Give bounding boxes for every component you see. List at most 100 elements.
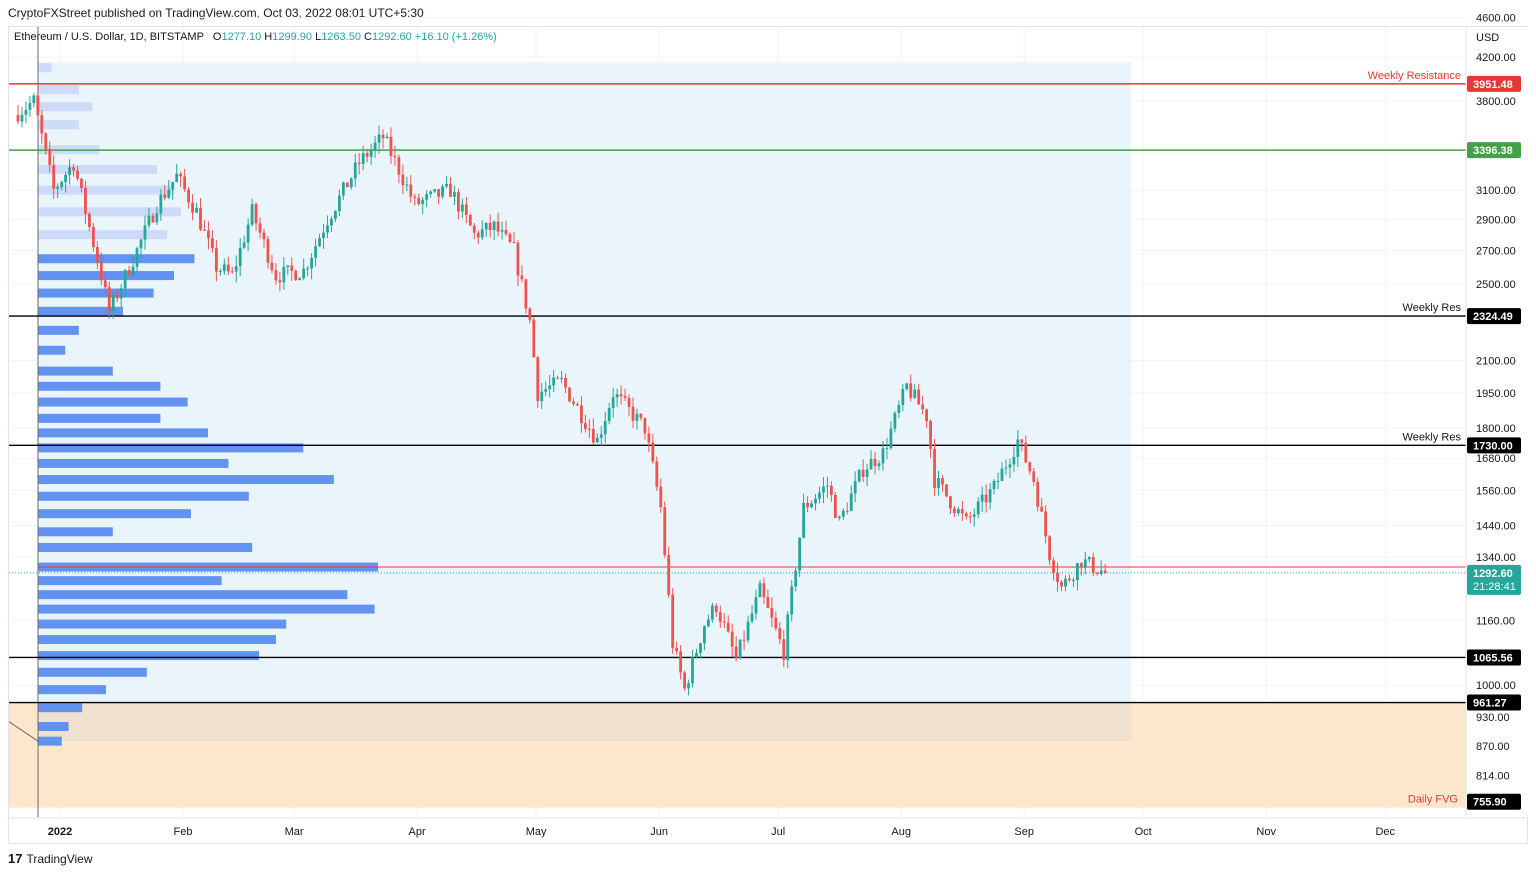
vp-bar (38, 527, 113, 537)
candle-body (532, 319, 536, 358)
price-tick-label: 1000.00 (1476, 680, 1516, 692)
candle-body (536, 357, 540, 402)
time-tick-label: Sep (1014, 826, 1034, 838)
candle-body (651, 442, 655, 462)
vp-bar (38, 604, 375, 614)
candle-body (262, 232, 266, 240)
candle-body (131, 266, 135, 276)
candle-body (1083, 559, 1087, 568)
candle-body (683, 672, 686, 689)
candle-body (56, 186, 60, 189)
candle-body (956, 509, 960, 514)
vp-bar (38, 288, 154, 298)
candle-body (183, 176, 187, 190)
zones: Daily FVG (9, 62, 1466, 808)
candle-body (1012, 456, 1016, 465)
candle-body (952, 508, 956, 514)
candle-body (655, 461, 659, 487)
candle-body (484, 222, 488, 230)
candle-body (175, 173, 179, 183)
candle-body (933, 448, 936, 489)
candle-body (790, 586, 794, 615)
candle-body (242, 242, 246, 248)
time-tick-label: May (526, 826, 547, 838)
candle-body (591, 429, 595, 443)
level-price-tag-bg (1467, 308, 1521, 325)
vp-bar (38, 576, 222, 586)
candle-body (564, 377, 567, 388)
candle-body (857, 469, 861, 482)
price-tick-label: 930.00 (1476, 712, 1510, 724)
candle-body (726, 622, 730, 632)
vp-bar (38, 102, 93, 112)
vp-bar (38, 722, 69, 732)
candle-body (1040, 506, 1044, 512)
candle-body (1036, 481, 1040, 507)
candle-body (441, 186, 444, 197)
last-price-tag-bg (1467, 564, 1521, 595)
candle-body (691, 656, 694, 684)
candle-body (913, 389, 917, 398)
candle-body (877, 463, 881, 467)
footer-brand[interactable]: 17 TradingView (8, 851, 93, 866)
candle-body (377, 134, 381, 143)
candle-body (703, 626, 706, 644)
candle-body (1103, 570, 1107, 573)
time-tick-label: Mar (285, 826, 304, 838)
candle-body (218, 270, 222, 272)
vp-bar (38, 491, 249, 501)
candle-body (258, 223, 262, 233)
candle-body (64, 174, 68, 183)
candle-body (1068, 578, 1071, 581)
vp-bar (38, 85, 79, 95)
candle-body (671, 594, 675, 648)
candle-body (425, 194, 429, 200)
candle-body (52, 164, 56, 189)
candle-body (417, 197, 421, 205)
candle-body (369, 149, 373, 157)
level-price-tag: 1730.00 (1473, 440, 1513, 452)
level-price-tag-bg (1467, 437, 1521, 454)
candle-body (1004, 467, 1008, 469)
close-label: C (364, 31, 372, 43)
candle-body (1024, 442, 1028, 463)
candle-body (667, 555, 671, 595)
low-label: L (315, 31, 322, 43)
candle-body (214, 248, 218, 272)
level-label: Weekly Resistance (1368, 70, 1461, 82)
vp-bar (38, 443, 304, 453)
publisher-header: CryptoFXStreet published on TradingView.… (8, 6, 424, 20)
vp-bar (38, 397, 188, 407)
price-tick-label: 2500.00 (1476, 279, 1516, 291)
candle-body (869, 458, 873, 470)
level-price-tag: 1065.56 (1473, 652, 1513, 664)
candle-body (341, 182, 345, 196)
high-value: 1299.90 (272, 31, 312, 43)
candle-body (1052, 560, 1055, 574)
candle-body (250, 204, 254, 225)
vp-bar (38, 509, 191, 519)
candle-body (266, 239, 270, 263)
candle-body (782, 639, 786, 660)
candle-body (397, 157, 401, 175)
vp-bar (38, 667, 147, 677)
candle-body (318, 238, 321, 247)
candle-body (310, 257, 314, 269)
vp-bar (38, 63, 52, 73)
vp-bar (38, 542, 253, 552)
candle-body (706, 619, 710, 627)
candle-body (488, 222, 492, 231)
candle-body (750, 613, 754, 622)
candle-body (234, 266, 238, 272)
candle-body (1044, 511, 1048, 537)
candle-body (405, 184, 409, 186)
level-price-tag: 3951.48 (1473, 79, 1513, 91)
candle-body (433, 189, 437, 192)
high-label: H (264, 31, 273, 43)
time-tick-label: Oct (1135, 826, 1152, 838)
candle-body (770, 607, 774, 618)
candle-body (587, 428, 591, 430)
candle-body (32, 95, 36, 104)
candle-body (552, 377, 556, 386)
